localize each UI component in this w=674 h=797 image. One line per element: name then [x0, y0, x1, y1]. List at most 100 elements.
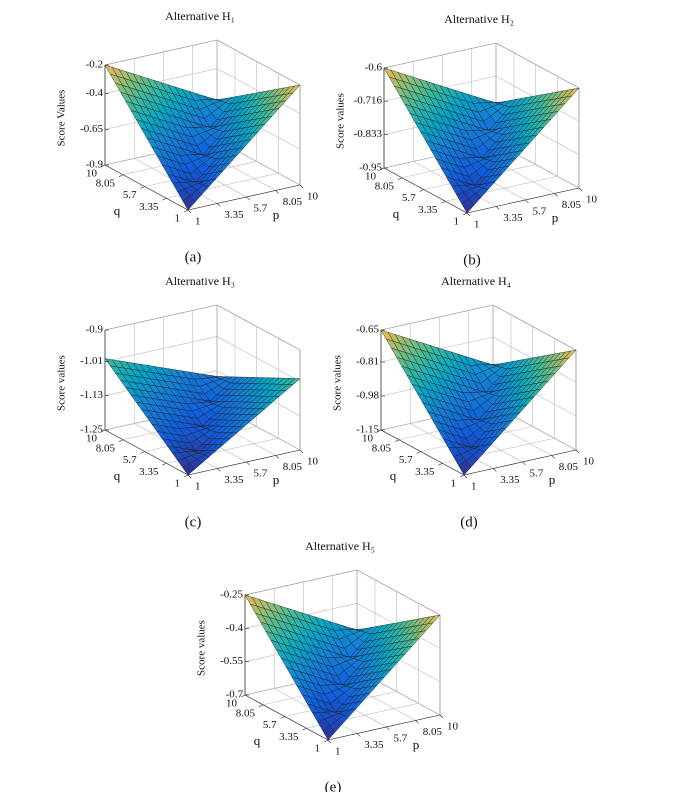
q-tick-label: 3.35: [415, 466, 435, 478]
p-axis-label: p: [549, 472, 556, 487]
caption: (d): [460, 514, 478, 530]
q-tick-label: 5.7: [399, 454, 413, 466]
axis-line: [187, 184, 301, 211]
tick-mark: [140, 451, 145, 454]
q-tick-label: 1: [451, 478, 457, 490]
z-tick-label: -0.65: [356, 324, 379, 336]
tick-mark: [578, 187, 583, 192]
q-axis-label: q: [114, 468, 121, 483]
z-tick-label: -1.25: [80, 424, 103, 436]
tick-mark: [438, 462, 443, 466]
z-tick-label: -0.7: [226, 689, 244, 701]
title: Alternative H₅: [305, 539, 375, 553]
p-axis-label: p: [273, 472, 280, 487]
tick-mark: [554, 193, 558, 197]
p-tick-label: 5.7: [532, 205, 546, 217]
tick-mark: [217, 203, 221, 207]
z-tick-label: -0.65: [80, 123, 103, 135]
surface-plot: -0.7-0.55-0.4-0.2513.355.78.051013.355.7…: [196, 539, 459, 796]
q-axis-label: q: [390, 468, 397, 483]
surface-patch: [182, 195, 196, 211]
p-tick-label: 10: [307, 191, 319, 203]
q-tick-label: 1: [315, 743, 321, 755]
tick-mark: [246, 196, 250, 201]
tick-mark: [162, 462, 167, 466]
tick-mark: [183, 209, 189, 213]
surface-patch: [182, 463, 196, 476]
tick-mark: [323, 739, 329, 743]
q-tick-label: 8.05: [236, 707, 256, 719]
tick-mark: [100, 429, 106, 433]
caption: (b): [463, 252, 481, 268]
tick-mark: [217, 468, 221, 472]
q-tick-label: 5.7: [123, 454, 137, 466]
surface-patch: [458, 460, 472, 476]
axis-line: [104, 164, 189, 211]
p-tick-label: 8.05: [283, 461, 303, 473]
tick-mark: [415, 720, 419, 724]
p-tick-label: 1: [471, 481, 477, 493]
surface-patch: [322, 725, 336, 741]
tick-mark: [397, 177, 403, 181]
tick-mark: [525, 199, 529, 204]
surface-plot: -1.25-1.13-1.01-0.913.355.78.051013.355.…: [56, 274, 319, 531]
p-tick-label: 3.35: [500, 474, 520, 486]
tick-mark: [118, 439, 124, 443]
q-tick-label: 3.35: [279, 731, 299, 743]
grid-line: [380, 304, 494, 331]
p-tick-label: 5.7: [253, 467, 267, 479]
p-tick-label: 8.05: [423, 726, 443, 738]
tick-mark: [299, 184, 304, 189]
axis-line: [463, 449, 577, 476]
tick-mark: [275, 455, 279, 459]
z-tick-label: -0.716: [354, 95, 383, 107]
tick-mark: [463, 474, 468, 479]
z-tick-label: -0.6: [365, 62, 383, 74]
tick-mark: [187, 474, 192, 479]
tick-mark: [302, 727, 307, 731]
grid-line: [244, 569, 358, 596]
q-tick-label: 5.7: [123, 189, 137, 201]
tick-mark: [162, 197, 167, 201]
q-tick-label: 10: [226, 698, 238, 710]
tick-mark: [575, 449, 580, 454]
tick-mark: [416, 451, 421, 454]
p-tick-label: 1: [474, 219, 480, 231]
surface-plot: -1.15-0.98-0.81-0.6513.355.78.051013.355…: [332, 274, 595, 531]
grid-line: [216, 336, 301, 382]
axis-line: [187, 449, 301, 476]
q-axis-label: q: [114, 203, 121, 218]
tick-mark: [376, 429, 382, 433]
grid-line: [216, 39, 301, 86]
tick-mark: [140, 186, 145, 189]
tick-mark: [299, 449, 304, 454]
tick-mark: [187, 209, 192, 214]
q-axis-label: q: [254, 733, 261, 748]
z-tick-label: -1.15: [356, 424, 379, 436]
tick-mark: [280, 716, 285, 719]
z-tick-label: -0.81: [356, 356, 379, 368]
z-tick-label: -0.4: [86, 87, 104, 99]
z-tick-label: -0.9: [86, 324, 104, 336]
q-axis-label: q: [393, 206, 400, 221]
grid-line: [492, 304, 577, 351]
axis-line: [466, 187, 580, 214]
tick-mark: [240, 694, 246, 698]
z-tick-label: -0.25: [220, 589, 243, 601]
q-tick-label: 10: [86, 168, 98, 180]
surface-plot: -0.9-0.65-0.4-0.213.355.78.051013.355.78…: [56, 9, 319, 266]
p-tick-label: 5.7: [393, 732, 407, 744]
surface-plot: -0.95-0.833-0.716-0.613.355.78.051013.35…: [335, 12, 598, 269]
q-tick-label: 8.05: [96, 177, 116, 189]
tick-mark: [100, 164, 106, 168]
p-tick-label: 8.05: [559, 461, 579, 473]
p-tick-label: 3.35: [224, 209, 244, 221]
tick-mark: [462, 212, 468, 216]
caption: (e): [325, 779, 342, 792]
tick-mark: [258, 704, 264, 708]
tick-mark: [459, 474, 465, 478]
tick-mark: [419, 189, 424, 192]
grid-line: [356, 569, 441, 616]
tick-mark: [466, 212, 471, 217]
